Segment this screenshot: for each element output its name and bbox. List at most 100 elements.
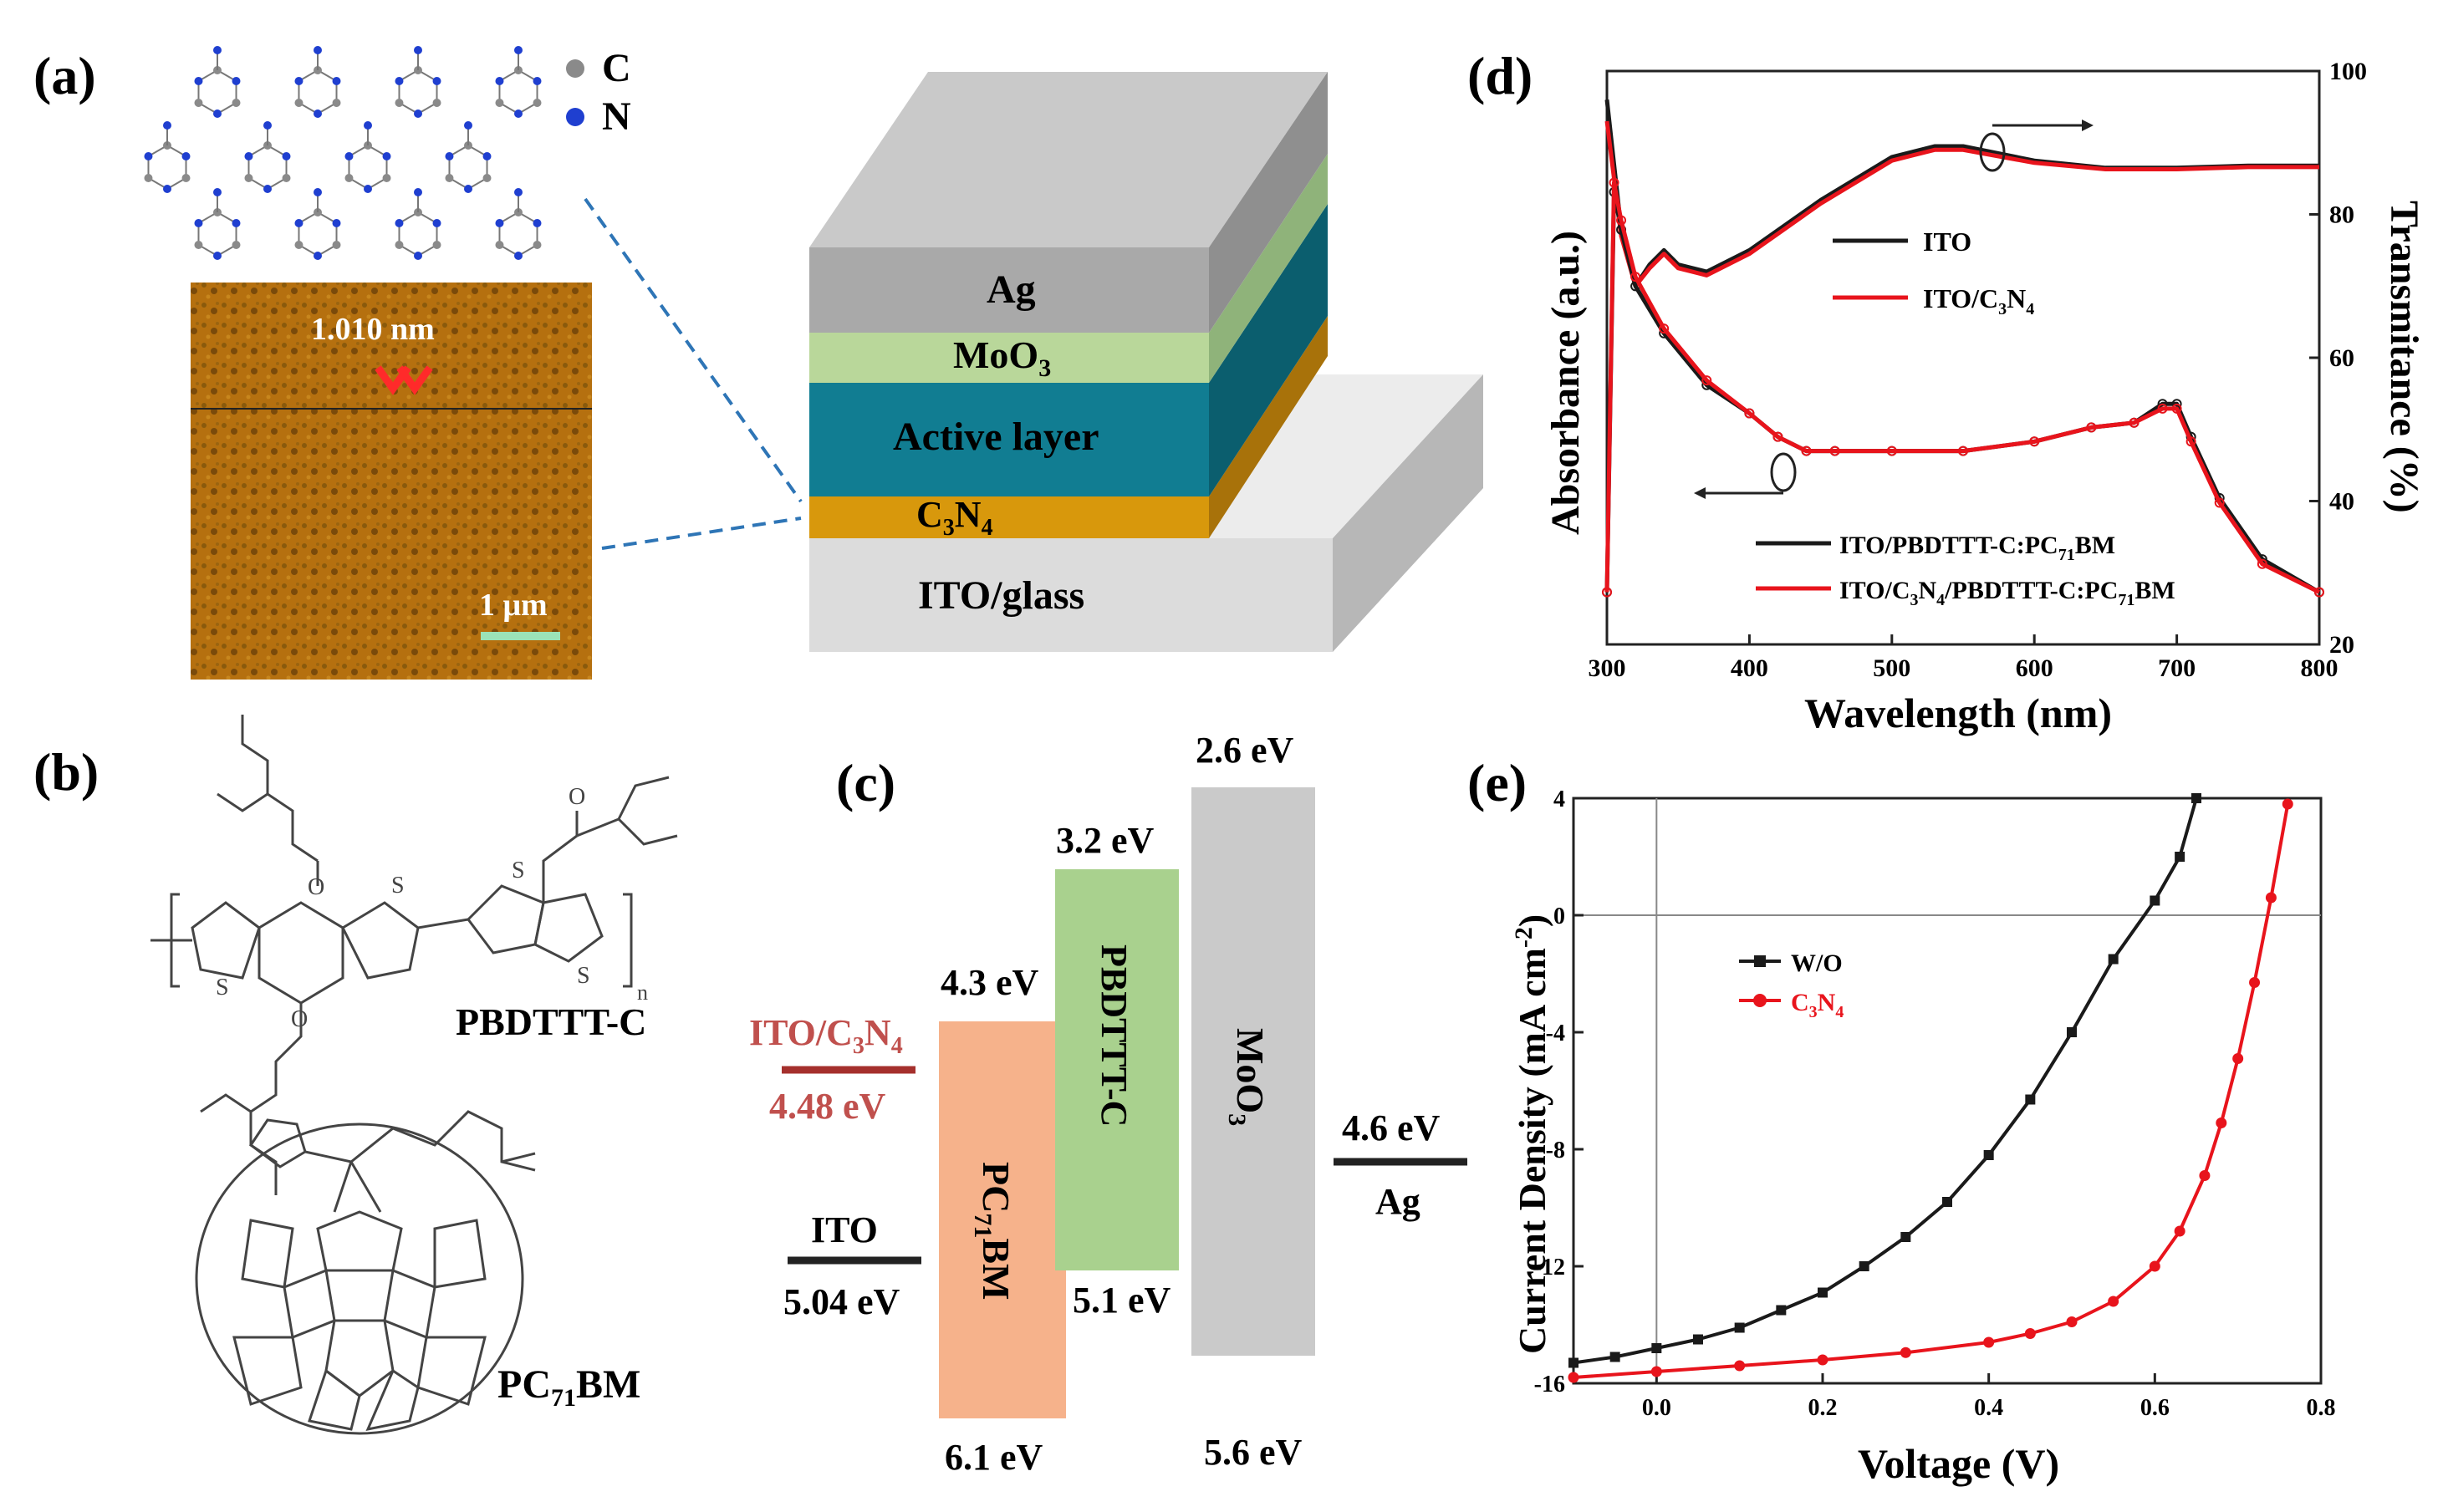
- series-point: [1701, 375, 1712, 386]
- series-line-w-o: [1573, 797, 2198, 1365]
- series-point: [2174, 1225, 2185, 1237]
- lattice-atom: [294, 99, 303, 107]
- lattice-atom: [332, 77, 341, 85]
- ito-value: 5.04 eV: [783, 1281, 900, 1322]
- pc71bm-structure: [195, 1110, 536, 1435]
- pc71bm-name: PC71BM: [497, 1362, 640, 1412]
- series-point: [2185, 436, 2196, 447]
- moo3-side-face: [1209, 154, 1328, 383]
- lattice-atom: [213, 109, 222, 118]
- lattice-atom: [414, 188, 422, 196]
- series-point: [1568, 1357, 1579, 1368]
- lattice-atom: [181, 174, 191, 182]
- y-tick-right-label: 80: [2329, 201, 2354, 229]
- y-tick-right-label: 20: [2329, 631, 2354, 659]
- lattice-atom: [294, 77, 303, 85]
- panel-a-label: (a): [33, 46, 96, 105]
- series-point: [2314, 587, 2324, 598]
- legend-c3n4-text: C3N4: [1791, 989, 1844, 1021]
- lattice-atom: [414, 109, 422, 118]
- series-point: [2025, 1094, 2036, 1105]
- lattice-atom: [382, 152, 391, 160]
- lattice-atom: [514, 252, 523, 260]
- panel-d-ylabel-right: Transmitance (%): [2382, 201, 2426, 513]
- lattice-atom: [332, 219, 341, 227]
- panel-b-label: (b): [33, 742, 99, 802]
- lattice-atom: [232, 77, 241, 85]
- series-point: [1801, 445, 1812, 456]
- ag-value: 4.6 eV: [1342, 1107, 1441, 1148]
- lattice-atom: [194, 241, 203, 249]
- series-point: [1829, 445, 1840, 456]
- panel-e-y-ticks: 4 0 -4 -8 -12 -16: [1534, 787, 1584, 1397]
- series-line-c3n4: [1573, 803, 2290, 1379]
- panel-e-x-ticks: 0.0 0.2 0.4 0.6 0.8: [1642, 1373, 2336, 1421]
- legend-ito-text: ITO: [1923, 227, 1971, 257]
- device-stack: ITO/glass C3N4 Active layer MoO3 Ag: [809, 72, 1483, 652]
- pbdttt-s-atom-3: S: [512, 858, 525, 883]
- series-line-ito: [1604, 99, 2319, 288]
- lattice-atom: [533, 241, 542, 249]
- lattice-atom: [464, 185, 472, 193]
- lattice-atom: [414, 252, 422, 260]
- lattice-atom: [332, 241, 341, 249]
- ito-c3n4-label: ITO/C3N4: [749, 1012, 903, 1059]
- connector-bottom: [601, 517, 802, 550]
- series-line-ito-c3n4: [1604, 120, 2319, 288]
- series-point: [2171, 403, 2182, 414]
- lattice-atom: [495, 99, 504, 107]
- series-point: [1744, 408, 1755, 419]
- series-point: [2199, 1170, 2211, 1181]
- ito-side-face: [1333, 374, 1483, 652]
- ito-c3n4-value: 4.48 eV: [769, 1086, 886, 1127]
- lattice-atom: [181, 152, 191, 160]
- atom-legend: C N: [566, 46, 631, 139]
- series-point: [1693, 1334, 1703, 1345]
- series-point: [1734, 1360, 1746, 1372]
- series-point: [1958, 445, 1968, 456]
- pbdttt-c-structure: [150, 715, 678, 1195]
- series-point: [2175, 852, 2185, 862]
- afm-scale-bar: [481, 632, 560, 640]
- pbdttt-n-subscript: n: [637, 980, 648, 1005]
- x-tick-label: 400: [1731, 654, 1768, 682]
- lattice-atom: [232, 241, 241, 249]
- pc71bm-band-label: PC71BM: [969, 1162, 1017, 1300]
- lattice-atom: [194, 99, 203, 107]
- series-point: [1886, 445, 1897, 456]
- afm-marker-icon: [375, 365, 433, 395]
- series-point: [2086, 422, 2097, 433]
- series-point: [2191, 793, 2201, 803]
- lattice-atom: [232, 99, 241, 107]
- lattice-atom: [395, 219, 404, 227]
- pbdttt-o-atom-ketone: O: [569, 784, 585, 810]
- series-point: [2214, 497, 2225, 508]
- series-point: [2249, 977, 2261, 988]
- x-tick-label: 0.0: [1642, 1395, 1671, 1421]
- lattice-atom: [495, 77, 504, 85]
- series-point: [1602, 587, 1612, 598]
- moo3-cb-value: 2.6 eV: [1196, 730, 1294, 771]
- series-point: [1616, 215, 1627, 226]
- legend-wo-marker: [1754, 955, 1766, 967]
- series-point: [2216, 1117, 2227, 1128]
- x-tick-label: 600: [2016, 654, 2053, 682]
- panel-d-ylabel-left: Absorbance (a.u.): [1543, 231, 1588, 535]
- left-axis-arrowhead-icon: [1694, 487, 1706, 499]
- ito-front-face: [809, 538, 1333, 652]
- y-tick-right-label: 40: [2329, 488, 2354, 516]
- lattice-atom: [533, 219, 542, 227]
- legend-ito-c3n4-active-text: ITO/C3N4/PBDTTT-C:PC71BM: [1839, 577, 2175, 609]
- lattice-atom: [232, 219, 241, 227]
- moo3-vb-value: 5.6 eV: [1204, 1432, 1303, 1473]
- ag-layer-label: Ag: [987, 267, 1036, 312]
- series-point: [2150, 895, 2160, 906]
- panel-b: (b) O O O S: [33, 715, 678, 1435]
- lattice-atom: [294, 219, 303, 227]
- lattice-atom: [282, 174, 291, 182]
- x-tick-label: 0.8: [2307, 1395, 2336, 1421]
- lattice-atom: [314, 188, 322, 196]
- right-axis-arrowhead-icon: [2082, 120, 2094, 131]
- c3n4-molecular-structure: [144, 46, 542, 260]
- series-point: [1734, 1322, 1745, 1333]
